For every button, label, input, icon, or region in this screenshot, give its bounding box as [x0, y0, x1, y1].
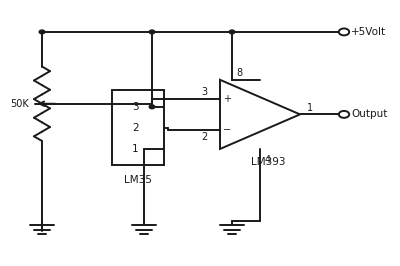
Text: 3: 3	[202, 87, 208, 97]
Text: 3: 3	[132, 102, 139, 112]
Bar	[112, 90, 164, 165]
Circle shape	[149, 105, 155, 109]
Circle shape	[149, 30, 155, 34]
Text: 1: 1	[307, 103, 313, 113]
Text: LM393: LM393	[251, 157, 285, 167]
Text: LM35: LM35	[124, 174, 152, 185]
Circle shape	[339, 111, 349, 118]
Circle shape	[39, 30, 45, 34]
Text: 4: 4	[265, 155, 271, 165]
Circle shape	[339, 28, 349, 35]
Text: 1: 1	[132, 144, 139, 153]
Text: 50K: 50K	[11, 99, 29, 109]
Circle shape	[229, 30, 235, 34]
Text: −: −	[223, 125, 231, 135]
Text: 2: 2	[132, 123, 139, 133]
Text: +: +	[223, 94, 231, 104]
Text: +5Volt: +5Volt	[351, 27, 386, 37]
Text: 8: 8	[237, 68, 243, 78]
Text: 2: 2	[202, 132, 208, 142]
Text: Output: Output	[351, 109, 388, 119]
